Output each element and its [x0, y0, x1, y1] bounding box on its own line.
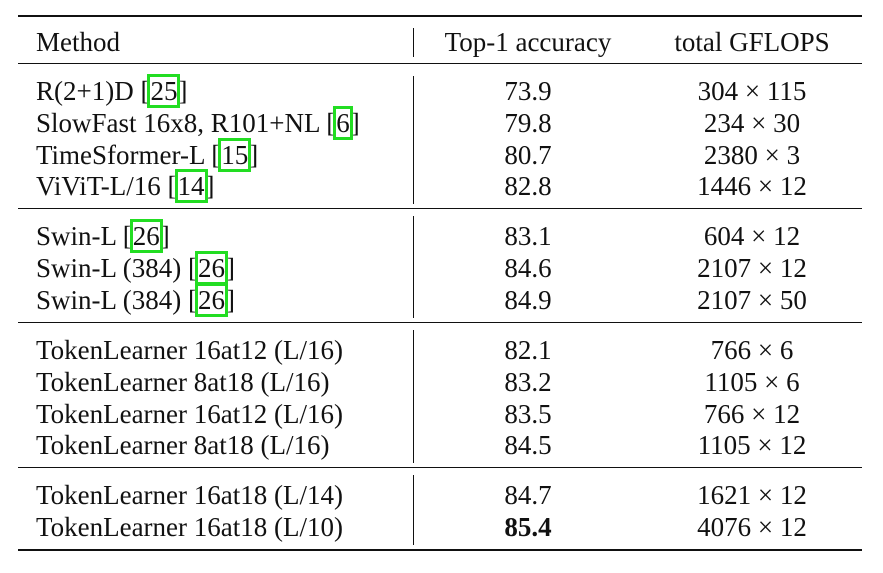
method-cell: Swin-L (384) [26] [36, 283, 235, 317]
gflops-cell: 2380 × 3 [703, 139, 801, 170]
accuracy-cell: 84.5 [504, 430, 552, 461]
accuracy-cell: 83.1 [504, 221, 552, 252]
accuracy-cell: 80.7 [504, 139, 552, 170]
method-cell: TimeSformer-L [15] [36, 137, 259, 172]
gflops-cell: 1105 × 12 [697, 430, 807, 461]
method-cell: TokenLearner 16at18 (L/10) [36, 512, 343, 543]
group-rule [18, 467, 862, 469]
citation[interactable]: 25 [147, 74, 181, 108]
gflops-cell: 304 × 115 [697, 76, 807, 106]
method-cell: TokenLearner 16at18 (L/14) [36, 480, 343, 511]
method-cell: TokenLearner 8at18 (L/16) [36, 366, 330, 397]
citation[interactable]: 14 [174, 169, 208, 204]
bottom-rule [18, 549, 862, 552]
citation[interactable]: 26 [194, 283, 228, 317]
accuracy-cell: Top-1 accuracy [444, 27, 612, 57]
method-cell: Swin-L (384) [26] [36, 251, 235, 286]
accuracy-cell: 83.5 [504, 398, 552, 429]
accuracy-cell: 85.4 [504, 512, 552, 543]
gflops-cell: 234 × 30 [703, 107, 801, 138]
gflops-cell: 766 × 6 [710, 335, 794, 365]
citation[interactable]: 26 [129, 219, 163, 254]
citation[interactable]: 15 [218, 137, 252, 172]
citation[interactable]: 6 [333, 105, 353, 140]
group-rule [18, 322, 862, 323]
gflops-cell: 604 × 12 [703, 221, 801, 252]
group-rule [18, 208, 862, 210]
method-cell: TokenLearner 16at12 (L/16) [36, 335, 343, 365]
top-rule [18, 15, 862, 17]
gflops-cell: 1446 × 12 [697, 171, 807, 202]
method-cell: R(2+1)D [25] [36, 74, 188, 108]
citation[interactable]: 26 [194, 251, 228, 286]
method-cell: ViViT-L/16 [14] [36, 169, 215, 204]
gflops-cell: 2107 × 50 [697, 285, 807, 315]
gflops-cell: 1105 × 6 [704, 366, 800, 397]
gflops-cell: 4076 × 12 [697, 512, 807, 543]
header-rule [18, 63, 862, 64]
accuracy-cell: 79.8 [504, 107, 552, 138]
column-separator [413, 475, 414, 546]
accuracy-cell: 82.8 [504, 171, 552, 202]
gflops-cell: 1621 × 12 [697, 480, 807, 511]
method-cell: TokenLearner 8at18 (L/16) [36, 430, 330, 461]
gflops-cell: total GFLOPS [674, 27, 830, 57]
method-cell: SlowFast 16x8, R101+NL [6] [36, 105, 360, 140]
column-separator [413, 28, 414, 57]
gflops-cell: 766 × 12 [703, 398, 801, 429]
method-cell: Swin-L [26] [36, 219, 170, 254]
column-separator [413, 216, 414, 318]
accuracy-cell: 84.9 [504, 285, 552, 315]
accuracy-cell: 84.6 [504, 253, 552, 284]
accuracy-cell: 73.9 [504, 76, 552, 106]
column-separator [413, 76, 414, 205]
method-cell: TokenLearner 16at12 (L/16) [36, 398, 343, 429]
column-separator [413, 330, 414, 464]
accuracy-cell: 82.1 [504, 335, 552, 365]
gflops-cell: 2107 × 12 [697, 253, 807, 284]
method-cell: Method [36, 27, 120, 57]
accuracy-cell: 84.7 [504, 480, 552, 511]
accuracy-cell: 83.2 [504, 366, 552, 397]
